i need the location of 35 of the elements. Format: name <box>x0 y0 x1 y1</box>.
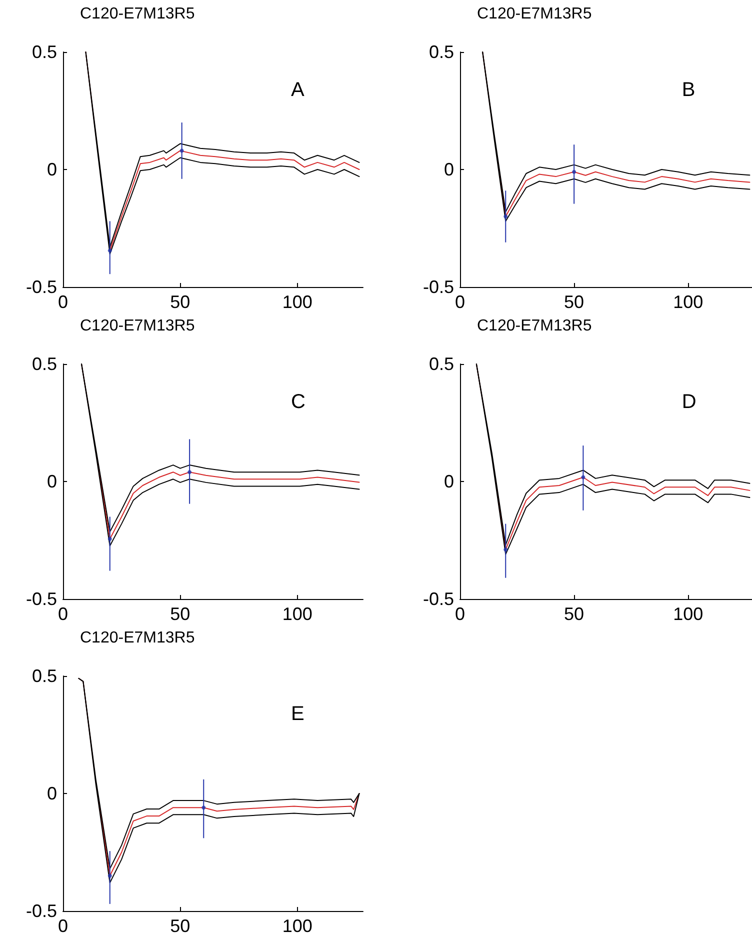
y-tick-label: 0.5 <box>32 42 57 62</box>
x-tick-label: 100 <box>673 292 704 312</box>
y-tick-label: 0.5 <box>32 666 57 686</box>
x-tick-label: 100 <box>282 292 312 312</box>
x-tick-label: 50 <box>170 292 190 312</box>
y-tick-label: -0.5 <box>26 589 57 609</box>
x-tick-label: 50 <box>170 916 190 936</box>
y-tick-label: 0.5 <box>32 354 57 374</box>
y-tick-label: 0 <box>46 160 57 180</box>
annotation: E <box>291 703 304 726</box>
y-tick-label: -0.5 <box>26 277 57 297</box>
annotation: B <box>682 79 696 102</box>
y-tick-label: 0 <box>46 784 57 804</box>
annotation: A <box>291 79 305 102</box>
y-tick-label: -0.5 <box>26 901 57 921</box>
x-tick-label: 50 <box>564 604 584 624</box>
chart-title: C120-E7M13R5 <box>80 318 195 334</box>
y-tick-label: 0 <box>444 472 454 492</box>
annotation: C <box>291 391 306 414</box>
chart-title: C120-E7M13R5 <box>80 6 195 22</box>
y-tick-label: 0 <box>444 160 454 180</box>
chart-title: C120-E7M13R5 <box>477 318 592 334</box>
x-tick-label: 100 <box>673 604 704 624</box>
x-tick-label: 100 <box>282 604 312 624</box>
y-tick-label: 0.5 <box>428 354 454 374</box>
x-tick-label: 100 <box>282 916 312 936</box>
y-tick-label: 0 <box>46 472 57 492</box>
x-tick-label: 50 <box>564 292 584 312</box>
chart-title: C120-E7M13R5 <box>477 6 592 22</box>
y-tick-label: 0.5 <box>428 42 454 62</box>
y-tick-label: -0.5 <box>422 589 454 609</box>
x-tick-label: 50 <box>170 604 190 624</box>
chart-title: C120-E7M13R5 <box>80 630 195 646</box>
annotation: D <box>682 391 696 414</box>
y-tick-label: -0.5 <box>422 277 454 297</box>
